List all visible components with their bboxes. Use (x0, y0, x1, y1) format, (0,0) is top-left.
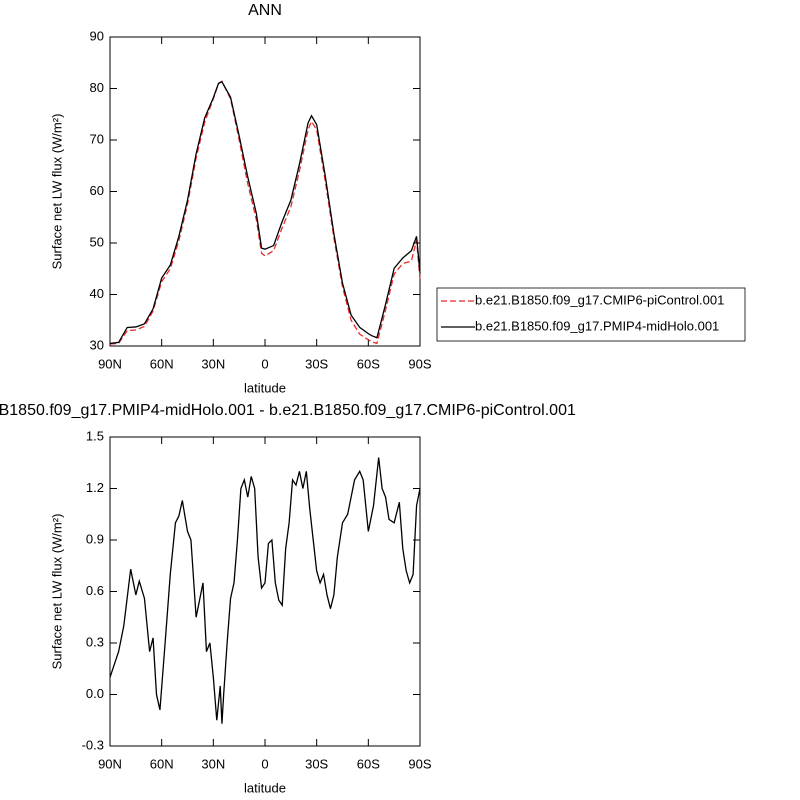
x-tick-label: 0 (261, 356, 268, 371)
x-tick-label: 30S (305, 356, 328, 371)
y-tick-label: 1.2 (86, 480, 104, 495)
y-tick-label: 0.0 (86, 686, 104, 701)
data-line (109, 80, 421, 345)
x-tick-label: 90S (408, 756, 431, 771)
legend-label: b.e21.B1850.f09_g17.CMIP6-piControl.001 (475, 292, 724, 307)
y-tick-label: 90 (90, 28, 104, 43)
x-axis-label: latitude (244, 780, 286, 795)
x-tick-label: 60S (357, 356, 380, 371)
x-tick-label: 60S (357, 756, 380, 771)
x-tick-label: 30N (201, 356, 225, 371)
chart-title: ANN (248, 2, 282, 19)
chart-title: b.e21.B1850.f09_g17.PMIP4-midHolo.001 - … (0, 402, 576, 419)
y-tick-label: 0.3 (86, 634, 104, 649)
y-tick-label: 50 (90, 234, 104, 249)
y-tick-label: 1.5 (86, 428, 104, 443)
x-tick-label: 90N (98, 356, 122, 371)
y-tick-label: 0.9 (86, 531, 104, 546)
x-tick-label: 30S (305, 756, 328, 771)
plot-frame (109, 436, 421, 747)
x-tick-label: 90S (408, 356, 431, 371)
y-tick-label: 0.6 (86, 583, 104, 598)
x-tick-label: 60N (150, 356, 174, 371)
y-tick-label: -0.3 (82, 737, 104, 752)
y-tick-label: 80 (90, 80, 104, 95)
data-line (109, 80, 421, 345)
x-tick-label: 30N (201, 756, 225, 771)
legend-box (436, 287, 746, 342)
y-tick-label: 70 (90, 131, 104, 146)
x-tick-label: 90N (98, 756, 122, 771)
plot-frame (109, 36, 421, 347)
y-tick-label: 40 (90, 286, 104, 301)
y-tick-label: 30 (90, 337, 104, 352)
y-axis-label: Surface net LW flux (W/m²) (49, 114, 64, 270)
y-tick-label: 60 (90, 183, 104, 198)
x-tick-label: 60N (150, 756, 174, 771)
y-axis-label: Surface net LW flux (W/m²) (49, 514, 64, 670)
x-tick-label: 0 (261, 756, 268, 771)
data-line (109, 457, 421, 724)
x-axis-label: latitude (244, 380, 286, 395)
legend-label: b.e21.B1850.f09_g17.PMIP4-midHolo.001 (475, 318, 719, 333)
